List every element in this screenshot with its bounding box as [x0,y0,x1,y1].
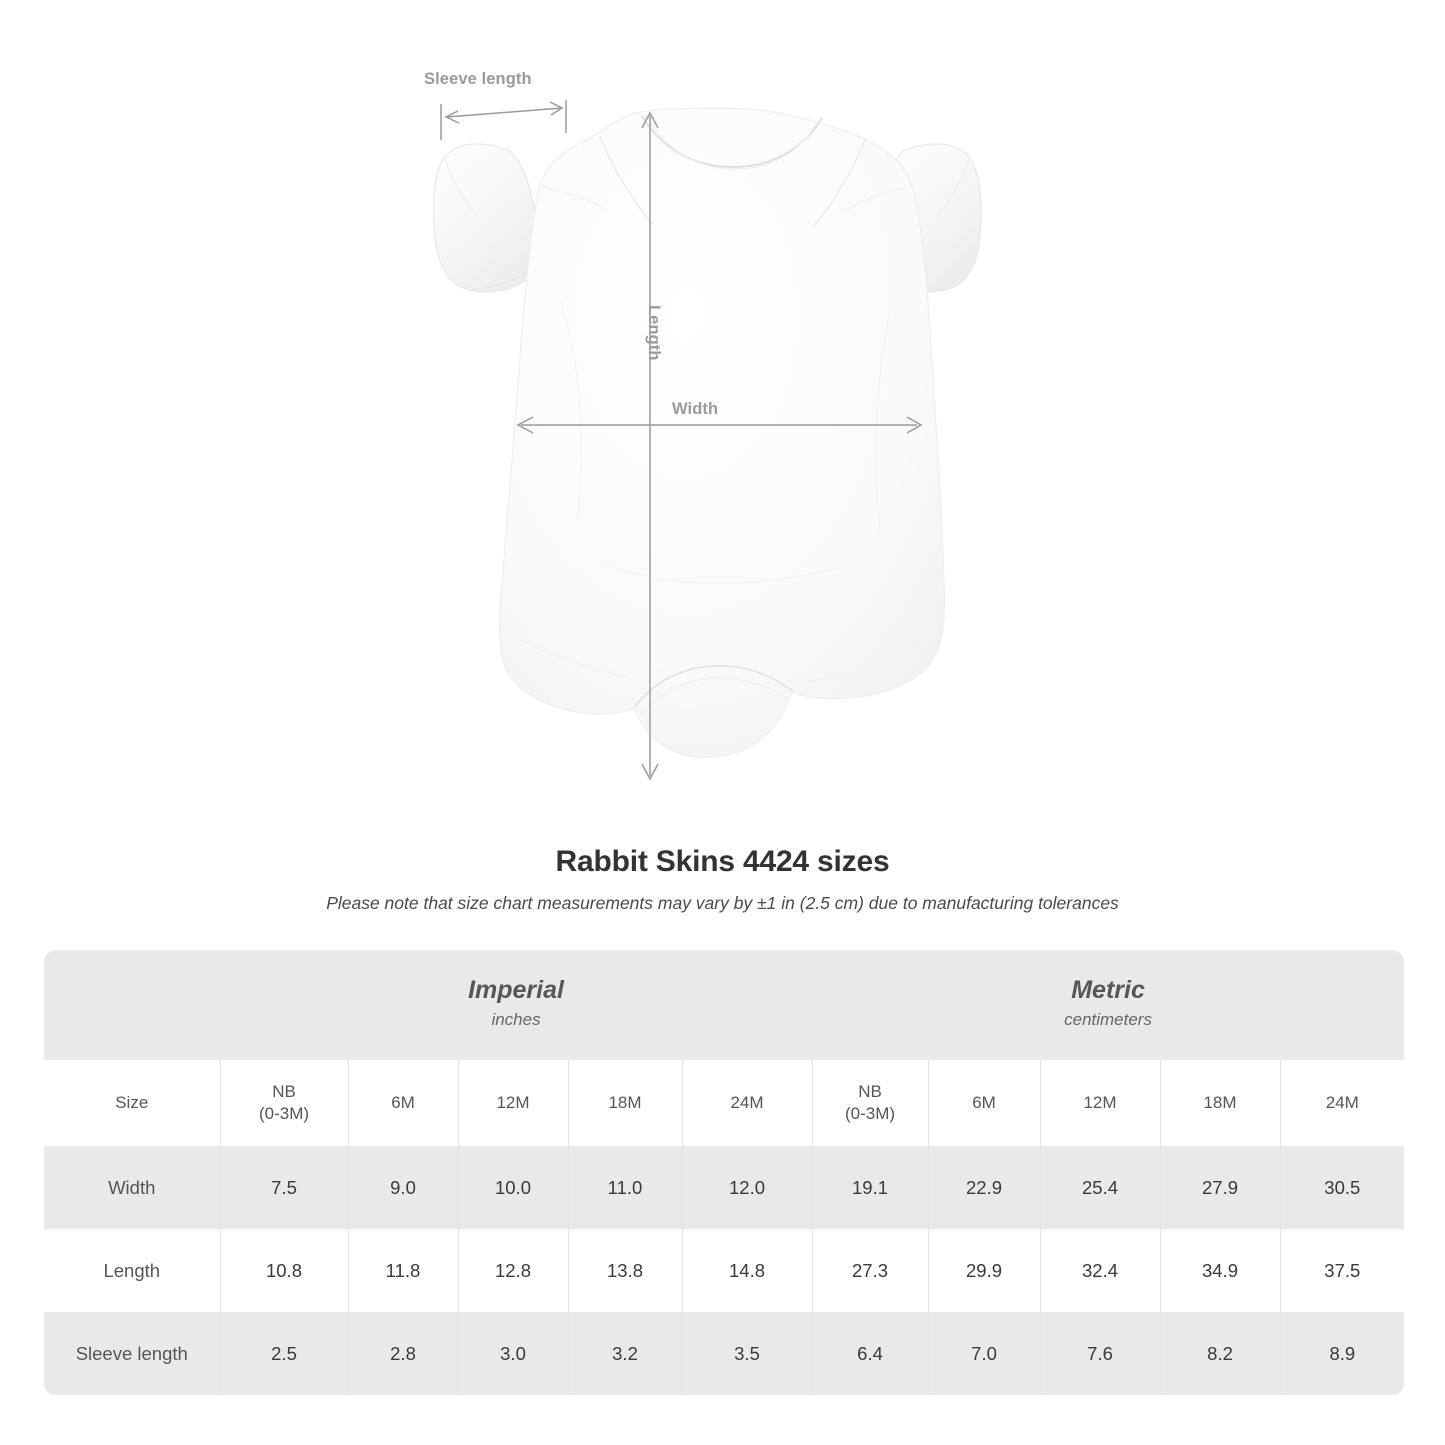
left-sleeve [433,143,539,293]
cell-sleeve-imp-6m: 2.8 [348,1312,459,1395]
header-metric-nb-line1: NB [858,1081,882,1101]
cell-length-imp-6m: 11.8 [348,1229,459,1312]
cell-width-met-nb: 19.1 [812,1146,929,1229]
cell-width-imp-24m: 12.0 [682,1146,813,1229]
column-header-row: Size NB (0-3M) 6M 12M 18M 24M NB (0-3M) … [44,1060,1405,1146]
cell-length-met-nb: 27.3 [812,1229,929,1312]
cell-width-met-6m: 22.9 [928,1146,1041,1229]
sleeve-arrow-line [446,107,563,118]
sleeve-arrowhead-left [444,110,460,124]
unit-name-metric: Metric [1071,976,1145,1005]
header-imperial-18m: 18M [568,1060,683,1146]
width-label: Width [672,400,719,418]
cell-sleeve-imp-24m: 3.5 [682,1312,813,1395]
header-imperial-6m: 6M [348,1060,459,1146]
row-label-length: Length [44,1229,221,1312]
cell-sleeve-met-18m: 8.2 [1160,1312,1281,1395]
header-metric-12m: 12M [1040,1060,1161,1146]
header-imperial-nb-line1: NB [272,1081,296,1101]
cell-length-imp-12m: 12.8 [458,1229,569,1312]
cell-length-met-18m: 34.9 [1160,1229,1281,1312]
dimension-lines [440,100,923,781]
sleeve-arrowhead-right [549,101,564,116]
sleeve-length-label: Sleeve length [424,70,532,88]
width-arrowhead-right [906,416,923,434]
header-imperial-24m: 24M [682,1060,813,1146]
unit-sub-imperial: inches [491,1009,541,1029]
cell-length-imp-nb: 10.8 [220,1229,349,1312]
cell-width-met-18m: 27.9 [1160,1146,1281,1229]
bodysuit-body [499,107,945,758]
size-table-container: Imperial inches Metric centimeters Size … [44,950,1405,1395]
cell-sleeve-met-nb: 6.4 [812,1312,929,1395]
table-row: Sleeve length 2.5 2.8 3.0 3.2 3.5 6.4 7.… [44,1312,1405,1395]
cell-sleeve-met-24m: 8.9 [1280,1312,1405,1395]
length-arrowhead-top [641,111,659,129]
unit-banner-spacer [44,950,220,1060]
header-metric-18m: 18M [1160,1060,1281,1146]
unit-banner-row: Imperial inches Metric centimeters [44,950,1405,1060]
cell-length-met-12m: 32.4 [1040,1229,1161,1312]
header-metric-nb-line2: (0-3M) [844,1104,896,1123]
cell-width-imp-18m: 11.0 [568,1146,683,1229]
length-arrowhead-bottom [641,763,659,781]
title-block: Rabbit Skins 4424 sizes Please note that… [0,845,1445,914]
unit-sub-metric: centimeters [1064,1009,1152,1029]
cell-width-met-12m: 25.4 [1040,1146,1161,1229]
header-size: Size [44,1060,221,1146]
header-metric-24m: 24M [1280,1060,1405,1146]
unit-banner-imperial: Imperial inches [220,950,813,1060]
cell-sleeve-imp-12m: 3.0 [458,1312,569,1395]
cell-sleeve-imp-nb: 2.5 [220,1312,349,1395]
header-imperial-nb-line2: (0-3M) [258,1104,310,1123]
cell-width-imp-nb: 7.5 [220,1146,349,1229]
cell-sleeve-met-6m: 7.0 [928,1312,1041,1395]
row-label-sleeve-length: Sleeve length [44,1312,221,1395]
cell-length-met-6m: 29.9 [928,1229,1041,1312]
page-title: Rabbit Skins 4424 sizes [555,845,890,878]
width-arrowhead-left [516,416,534,434]
length-label: Length [645,305,663,361]
onesie-diagram [433,100,982,781]
table-row: Width 7.5 9.0 10.0 11.0 12.0 19.1 22.9 2… [44,1146,1405,1229]
garment-illustration: Sleeve length Width Length [424,70,982,781]
row-label-width: Width [44,1146,221,1229]
cell-length-imp-18m: 13.8 [568,1229,683,1312]
cell-sleeve-imp-18m: 3.2 [568,1312,683,1395]
size-table: Imperial inches Metric centimeters Size … [44,950,1405,1395]
cell-sleeve-met-12m: 7.6 [1040,1312,1161,1395]
header-metric-nb: NB (0-3M) [812,1060,929,1146]
cell-width-imp-6m: 9.0 [348,1146,459,1229]
unit-banner-metric: Metric centimeters [812,950,1405,1060]
tolerance-note: Please note that size chart measurements… [326,893,1119,913]
cell-length-imp-24m: 14.8 [682,1229,813,1312]
cell-width-met-24m: 30.5 [1280,1146,1405,1229]
header-metric-6m: 6M [928,1060,1041,1146]
cell-length-met-24m: 37.5 [1280,1229,1405,1312]
table-row: Length 10.8 11.8 12.8 13.8 14.8 27.3 29.… [44,1229,1405,1312]
cell-width-imp-12m: 10.0 [458,1146,569,1229]
header-imperial-12m: 12M [458,1060,569,1146]
unit-name-imperial: Imperial [468,976,564,1005]
header-imperial-nb: NB (0-3M) [220,1060,349,1146]
